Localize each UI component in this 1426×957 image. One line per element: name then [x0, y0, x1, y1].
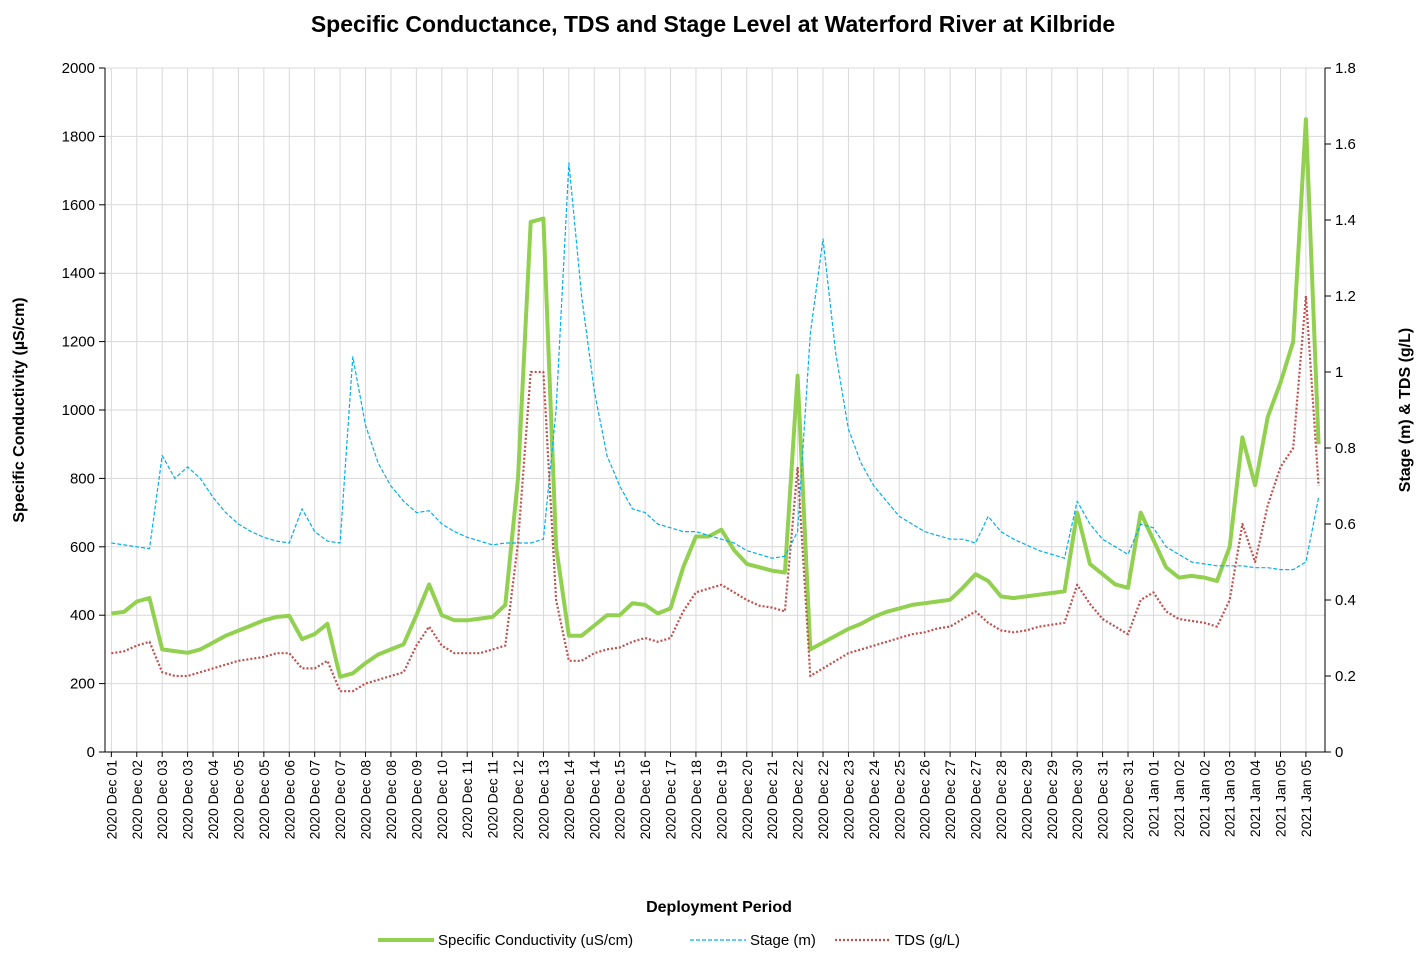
x-tick-label: 2020 Dec 08 [383, 760, 399, 840]
x-tick-label: 2020 Dec 20 [739, 760, 755, 840]
y-tick-label: 400 [70, 607, 95, 624]
y-tick-label: 1000 [62, 402, 95, 419]
x-tick-label: 2021 Jan 02 [1171, 760, 1187, 837]
y2-tick-label: 1.6 [1335, 136, 1356, 153]
x-tick-label: 2020 Dec 29 [1044, 760, 1060, 840]
y2-tick-label: 1.8 [1335, 60, 1356, 77]
x-tick-label: 2020 Dec 31 [1095, 760, 1111, 840]
x-tick-label: 2020 Dec 12 [510, 760, 526, 840]
x-tick-label: 2020 Dec 27 [968, 760, 984, 840]
x-tick-label: 2020 Dec 07 [332, 760, 348, 840]
x-tick-label: 2020 Dec 24 [866, 760, 882, 840]
x-tick-label: 2020 Dec 01 [103, 760, 119, 840]
x-tick-label: 2020 Dec 14 [586, 760, 602, 840]
x-tick-label: 2020 Dec 22 [790, 760, 806, 840]
y2-tick-label: 0.6 [1335, 516, 1356, 533]
x-tick-label: 2020 Dec 31 [1120, 760, 1136, 840]
series-line [111, 294, 1320, 693]
x-tick-label: 2021 Jan 03 [1222, 760, 1238, 837]
y-tick-label: 800 [70, 470, 95, 487]
x-tick-label: 2020 Dec 03 [180, 760, 196, 840]
series-line [111, 117, 1321, 679]
x-tick-label: 2020 Dec 02 [129, 760, 145, 840]
y-axis-title: Specific Conductivity (µS/cm) [11, 297, 28, 522]
x-tick-label: 2020 Dec 14 [561, 760, 577, 840]
y2-tick-label: 1.2 [1335, 288, 1356, 305]
x-tick-label: 2020 Dec 10 [434, 760, 450, 840]
x-tick-label: 2021 Jan 02 [1196, 760, 1212, 837]
y-tick-label: 600 [70, 539, 95, 556]
x-tick-label: 2020 Dec 11 [459, 760, 475, 839]
y-tick-label: 2000 [62, 60, 95, 77]
y2-tick-label: 1.4 [1335, 212, 1356, 229]
y-tick-label: 200 [70, 676, 95, 693]
x-tick-label: 2021 Jan 01 [1145, 760, 1161, 837]
x-tick-label: 2021 Jan 04 [1247, 760, 1263, 837]
y-tick-label: 0 [87, 744, 95, 761]
x-tick-label: 2020 Dec 16 [637, 760, 653, 840]
x-tick-label: 2020 Dec 22 [815, 760, 831, 840]
x-tick-label: 2021 Jan 05 [1273, 760, 1289, 837]
x-tick-label: 2020 Dec 18 [688, 760, 704, 840]
x-tick-label: 2020 Dec 11 [485, 760, 501, 839]
y2-tick-label: 0.2 [1335, 668, 1356, 685]
x-tick-label: 2020 Dec 29 [1018, 760, 1034, 840]
x-tick-label: 2020 Dec 30 [1069, 760, 1085, 840]
y-tick-label: 1800 [62, 128, 95, 145]
x-tick-label: 2020 Dec 15 [612, 760, 628, 840]
x-tick-label: 2020 Dec 23 [840, 760, 856, 840]
y2-tick-label: 0 [1335, 744, 1343, 761]
legend-label: Stage (m) [750, 932, 816, 949]
x-tick-label: 2020 Dec 27 [942, 760, 958, 840]
x-tick-label: 2020 Dec 06 [281, 760, 297, 840]
x-tick-label: 2020 Dec 13 [535, 760, 551, 840]
chart-title: Specific Conductance, TDS and Stage Leve… [311, 11, 1115, 37]
x-tick-label: 2020 Dec 04 [205, 760, 221, 840]
x-axis-title: Deployment Period [646, 899, 792, 916]
y2-tick-label: 0.8 [1335, 440, 1356, 457]
x-tick-label: 2020 Dec 05 [256, 760, 272, 840]
y-tick-label: 1200 [62, 334, 95, 351]
y2-axis-title: Stage (m) & TDS (g/L) [1397, 328, 1414, 492]
x-tick-label: 2021 Jan 05 [1298, 760, 1314, 837]
legend-label: TDS (g/L) [895, 932, 960, 949]
x-tick-label: 2020 Dec 28 [993, 760, 1009, 840]
x-tick-label: 2020 Dec 07 [307, 760, 323, 840]
x-tick-label: 2020 Dec 21 [764, 760, 780, 840]
y2-tick-label: 0.4 [1335, 592, 1356, 609]
x-tick-label: 2020 Dec 17 [663, 760, 679, 840]
y2-tick-label: 1 [1335, 364, 1343, 381]
x-tick-label: 2020 Dec 19 [713, 760, 729, 840]
x-tick-label: 2020 Dec 05 [230, 760, 246, 840]
x-tick-label: 2020 Dec 26 [917, 760, 933, 840]
series-line [111, 162, 1320, 571]
x-tick-label: 2020 Dec 09 [408, 760, 424, 840]
x-tick-label: 2020 Dec 25 [891, 760, 907, 840]
x-tick-label: 2020 Dec 03 [154, 760, 170, 840]
legend-label: Specific Conductivity (uS/cm) [438, 932, 633, 949]
x-tick-label: 2020 Dec 08 [358, 760, 374, 840]
y-tick-label: 1600 [62, 197, 95, 214]
y-tick-label: 1400 [62, 265, 95, 282]
